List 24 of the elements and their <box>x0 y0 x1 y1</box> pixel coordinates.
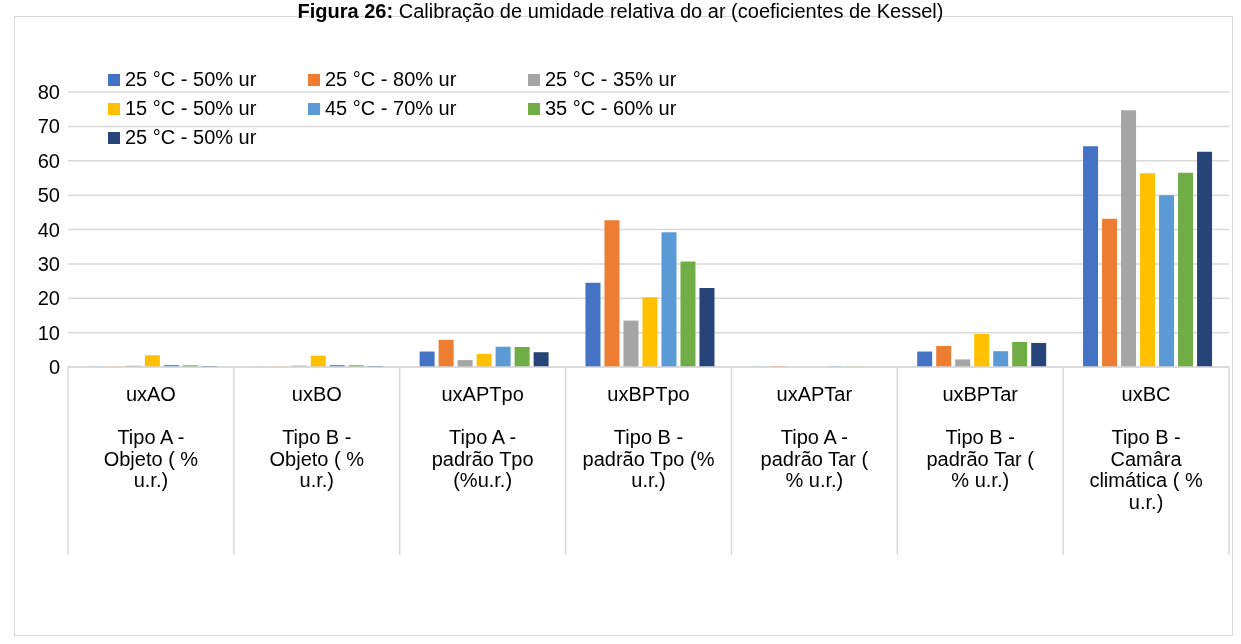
x-tick-label: uxBPTar Tipo B - padrão Tar ( % u.r.) <box>926 383 1035 491</box>
legend-label: 25 °C - 35% ur <box>545 68 677 91</box>
legend-label: 25 °C - 50% ur <box>125 126 257 149</box>
legend-label: 45 °C - 70% ur <box>325 97 457 120</box>
y-tick-label: 40 <box>37 218 60 241</box>
y-tick-label: 10 <box>37 321 60 344</box>
y-tick-label: 70 <box>37 115 60 138</box>
x-tick-label: uxAPTar Tipo A - padrão Tar ( % u.r.) <box>760 383 869 491</box>
legend-label: 15 °C - 50% ur <box>125 97 257 120</box>
x-tick-label: uxBPTpo Tipo B - padrão Tpo (% u.r.) <box>582 383 715 491</box>
x-tick-label: uxAO Tipo A - Objeto ( % u.r.) <box>103 383 199 491</box>
legend-label: 25 °C - 50% ur <box>125 68 257 91</box>
x-tick-label: uxAPTpo Tipo A - padrão Tpo (%u.r.) <box>431 383 534 491</box>
y-tick-label: 80 <box>37 81 60 104</box>
y-tick-label: 0 <box>48 356 60 379</box>
y-tick-label: 30 <box>37 252 60 275</box>
x-tick-label: uxBC Tipo B - Camâra climática ( % u.r.) <box>1089 383 1203 513</box>
legend-label: 35 °C - 60% ur <box>545 97 677 120</box>
chart-title: Figura 26: Calibração de umidade relativa do ar (coeficientes de Kessel) <box>296 0 945 23</box>
x-tick-label: uxBO Tipo B - Objeto ( % u.r.) <box>269 383 365 491</box>
y-tick-label: 50 <box>37 184 60 207</box>
y-tick-label: 20 <box>37 287 60 310</box>
legend-label: 25 °C - 80% ur <box>325 68 457 91</box>
y-tick-label: 60 <box>37 149 60 172</box>
